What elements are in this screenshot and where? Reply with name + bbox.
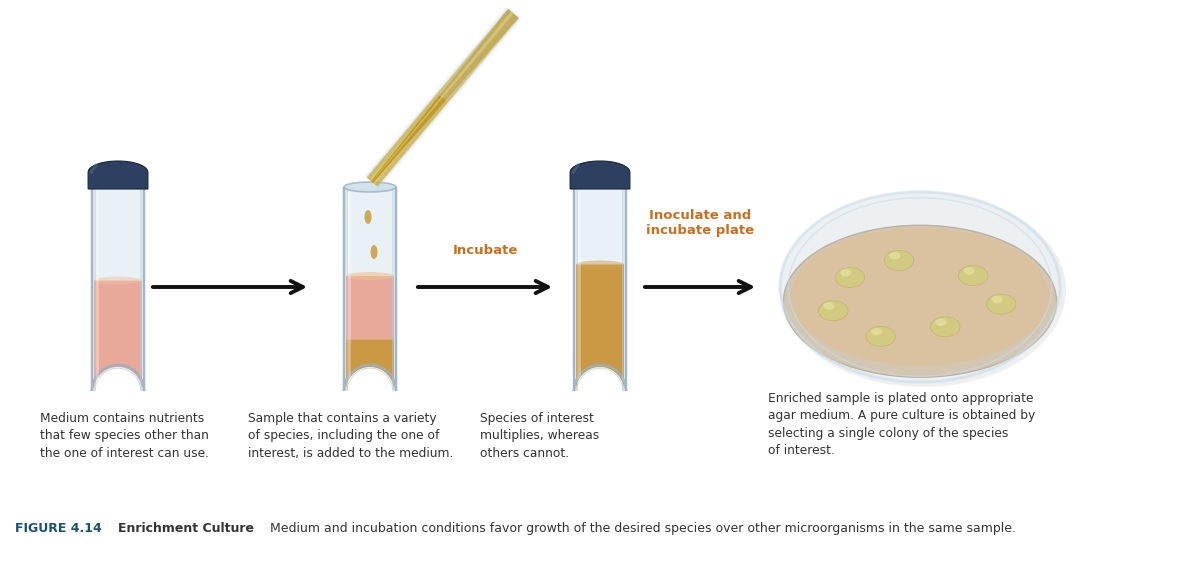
Ellipse shape bbox=[344, 182, 396, 192]
Ellipse shape bbox=[94, 276, 142, 284]
Ellipse shape bbox=[346, 272, 394, 280]
Ellipse shape bbox=[866, 327, 895, 346]
PathPatch shape bbox=[346, 276, 394, 339]
PathPatch shape bbox=[570, 161, 630, 189]
Ellipse shape bbox=[884, 250, 913, 271]
Ellipse shape bbox=[371, 245, 378, 259]
Ellipse shape bbox=[871, 328, 882, 335]
Ellipse shape bbox=[840, 269, 852, 276]
Text: FIGURE 4.14: FIGURE 4.14 bbox=[14, 522, 102, 535]
PathPatch shape bbox=[576, 264, 624, 391]
Ellipse shape bbox=[986, 294, 1016, 314]
Ellipse shape bbox=[780, 192, 1060, 382]
Text: Enriched sample is plated onto appropriate
agar medium. A pure culture is obtain: Enriched sample is plated onto appropria… bbox=[768, 392, 1036, 458]
PathPatch shape bbox=[92, 187, 144, 391]
Text: Incubate: Incubate bbox=[452, 244, 517, 257]
Ellipse shape bbox=[959, 265, 988, 286]
Text: Species of interest
multiplies, whereas
others cannot.: Species of interest multiplies, whereas … bbox=[480, 412, 599, 460]
Ellipse shape bbox=[991, 295, 1003, 303]
Ellipse shape bbox=[823, 302, 835, 310]
Text: Enrichment Culture: Enrichment Culture bbox=[118, 522, 254, 535]
PathPatch shape bbox=[344, 187, 396, 391]
PathPatch shape bbox=[88, 161, 148, 189]
PathPatch shape bbox=[94, 280, 142, 391]
Ellipse shape bbox=[936, 319, 947, 326]
Ellipse shape bbox=[930, 317, 960, 337]
Ellipse shape bbox=[780, 193, 1066, 387]
Ellipse shape bbox=[791, 227, 1050, 365]
Ellipse shape bbox=[889, 252, 900, 260]
Ellipse shape bbox=[835, 268, 865, 287]
Text: Inoculate and
incubate plate: Inoculate and incubate plate bbox=[646, 209, 754, 237]
Text: Medium and incubation conditions favor growth of the desired species over other : Medium and incubation conditions favor g… bbox=[262, 522, 1016, 535]
Ellipse shape bbox=[365, 210, 372, 224]
PathPatch shape bbox=[574, 187, 626, 391]
PathPatch shape bbox=[346, 339, 394, 391]
Ellipse shape bbox=[576, 260, 624, 268]
Ellipse shape bbox=[964, 267, 974, 275]
Text: Medium contains nutrients
that few species other than
the one of interest can us: Medium contains nutrients that few speci… bbox=[40, 412, 209, 460]
Ellipse shape bbox=[784, 225, 1056, 377]
Ellipse shape bbox=[818, 301, 848, 321]
Text: Sample that contains a variety
of species, including the one of
interest, is add: Sample that contains a variety of specie… bbox=[248, 412, 454, 460]
